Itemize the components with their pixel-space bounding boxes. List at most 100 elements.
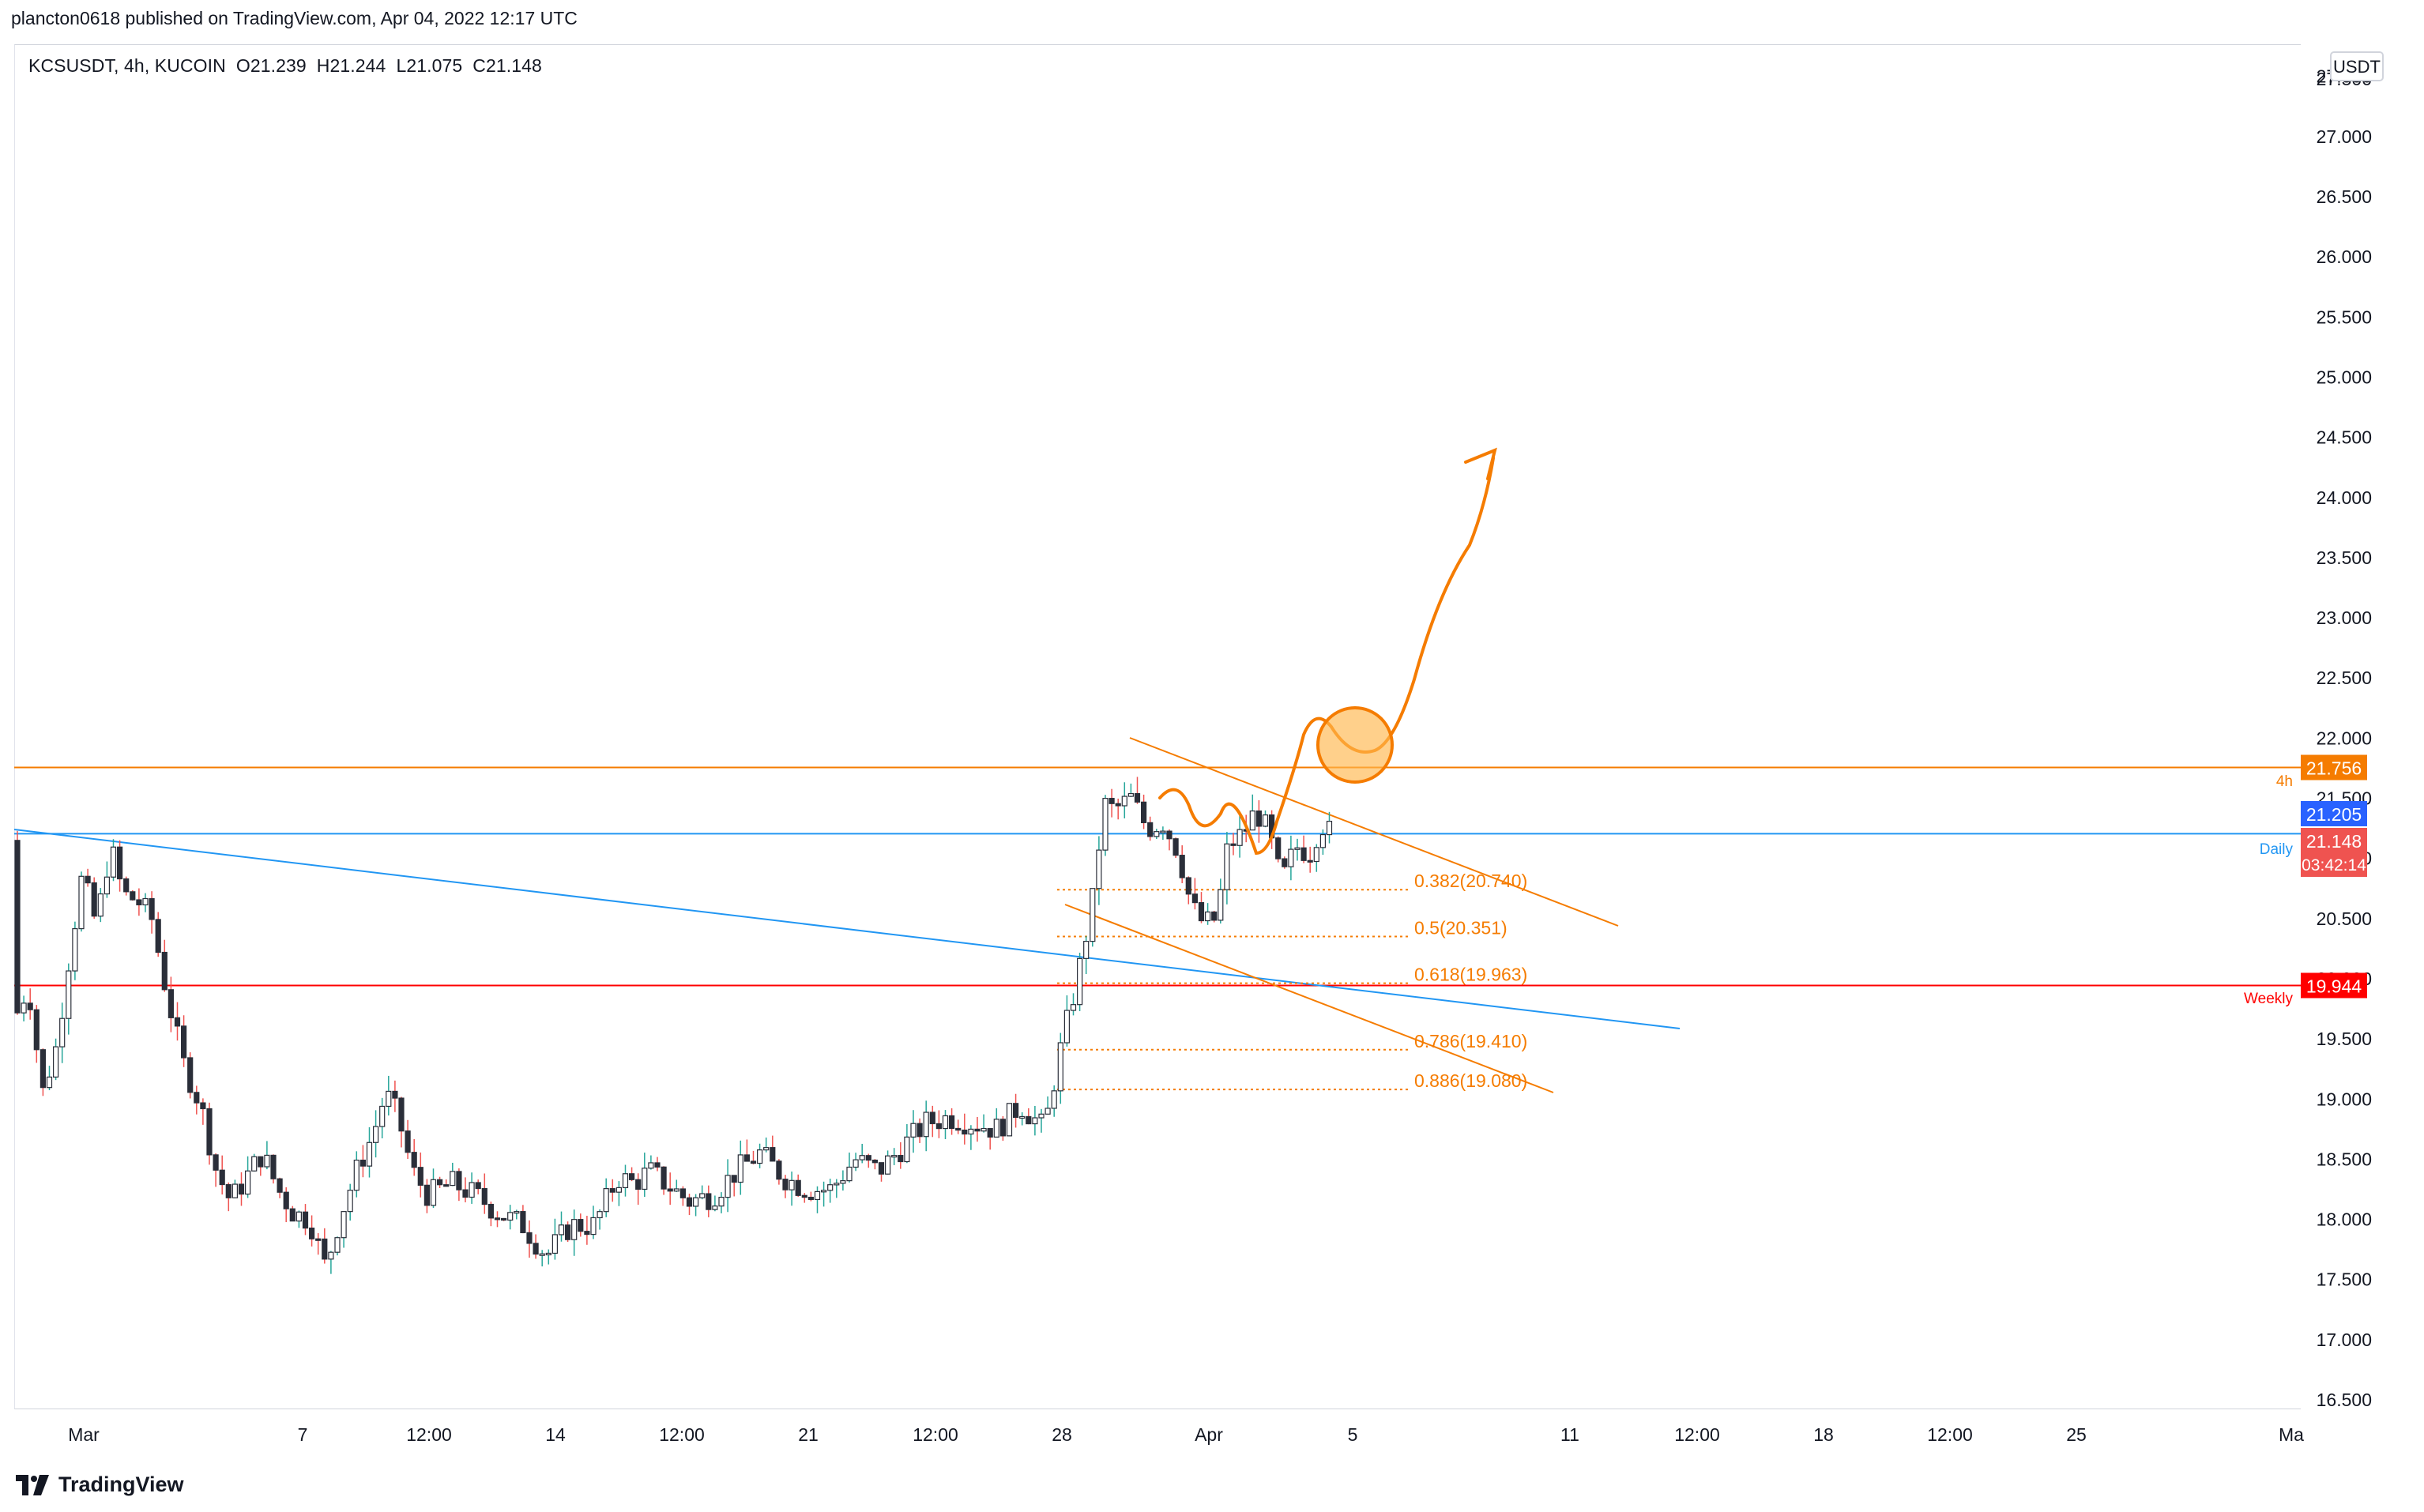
fib-level-label: 0.618(19.963) <box>1414 965 1527 985</box>
published-by-text: plancton0618 published on TradingView.co… <box>11 8 578 28</box>
candle-body <box>398 1097 405 1132</box>
y-tick-label: 19.500 <box>2317 1029 2372 1049</box>
candle-body <box>494 1217 501 1221</box>
candle-body <box>469 1182 475 1198</box>
candle-body <box>1288 848 1294 867</box>
candle-body <box>251 1156 258 1172</box>
x-tick-label: 14 <box>545 1424 566 1445</box>
candle-body <box>1127 792 1135 797</box>
candle-body <box>258 1156 264 1168</box>
candle-body <box>40 1049 47 1089</box>
candle-body <box>820 1190 827 1193</box>
candle-body <box>1147 822 1154 837</box>
candle-body <box>366 1142 373 1167</box>
tradingview-brand[interactable]: TradingView <box>16 1473 184 1497</box>
candle-body <box>46 1076 53 1089</box>
candle-body <box>174 1017 181 1027</box>
fib-level-label: 0.886(19.080) <box>1414 1070 1527 1091</box>
candle-body <box>1319 833 1327 848</box>
candle-body <box>514 1211 520 1214</box>
candle-body <box>622 1173 629 1189</box>
y-tick-label: 20.500 <box>2317 908 2372 929</box>
candle-body <box>1224 843 1230 890</box>
x-tick-label: Mar <box>68 1424 100 1445</box>
candle-body <box>737 1154 743 1183</box>
candle-body <box>245 1170 251 1195</box>
candle-body <box>392 1090 398 1099</box>
x-tick-label: 12:00 <box>659 1424 705 1445</box>
projection-arrowhead <box>1464 447 1497 480</box>
y-tick-label: 16.500 <box>2317 1390 2372 1410</box>
candle-body <box>1121 795 1127 807</box>
candle-body <box>194 1092 200 1104</box>
chart-pane[interactable] <box>14 44 2301 1409</box>
legend-open: O21.239 <box>235 55 307 76</box>
candle-body <box>149 897 155 920</box>
candle-body <box>264 1154 270 1168</box>
candle-body <box>104 876 110 895</box>
candle-body <box>789 1179 795 1190</box>
candle-body <box>1179 855 1185 878</box>
candle-body <box>270 1154 277 1179</box>
candle-body <box>238 1183 245 1195</box>
candle-body <box>21 1002 27 1014</box>
candle-body <box>898 1155 904 1163</box>
candle-body <box>456 1171 462 1190</box>
candle-body <box>853 1159 859 1168</box>
candle-body <box>891 1155 898 1158</box>
candle-body <box>725 1175 731 1198</box>
candle-body <box>283 1191 289 1209</box>
candle-body <box>968 1128 974 1135</box>
candle-body <box>974 1128 981 1132</box>
x-tick-label: 28 <box>1052 1424 1072 1445</box>
candle-body <box>935 1123 943 1130</box>
candle-body <box>411 1152 417 1168</box>
candle-body <box>130 891 136 901</box>
candle-body <box>181 1025 187 1059</box>
candle-body <box>948 1115 955 1130</box>
candle-body <box>923 1111 929 1138</box>
tradingview-logo-icon <box>16 1474 49 1495</box>
price-label-text: 19.944 <box>2306 976 2362 996</box>
candle-body <box>999 1119 1007 1137</box>
candle-body <box>475 1182 481 1190</box>
candle-body <box>910 1123 917 1138</box>
candle-body <box>1154 831 1160 837</box>
candle-body <box>1198 901 1205 922</box>
candle-body <box>590 1217 597 1236</box>
candle-body <box>295 1211 302 1222</box>
brand-name: TradingView <box>58 1473 184 1496</box>
candle-body <box>500 1217 507 1221</box>
candle-body <box>533 1243 539 1255</box>
candle-body <box>987 1127 993 1138</box>
candle-body <box>347 1190 353 1213</box>
candle-body <box>1063 1010 1071 1044</box>
candle-body <box>1108 798 1115 804</box>
candle-body <box>450 1171 456 1187</box>
candle-body <box>373 1126 379 1143</box>
candle-body <box>1218 889 1224 921</box>
candle-body <box>571 1219 578 1240</box>
candle-body <box>1255 811 1263 827</box>
candle-body <box>1236 829 1243 846</box>
candle-body <box>85 875 91 884</box>
candle-body <box>200 1102 206 1110</box>
y-tick-label: 18.000 <box>2317 1209 2372 1230</box>
level-name-label: Weekly <box>2244 991 2293 1007</box>
candle-body <box>1140 801 1147 824</box>
candle-body <box>955 1127 962 1131</box>
projection-path <box>1158 457 1495 856</box>
candle-body <box>1012 1103 1019 1119</box>
x-tick-label: 5 <box>1348 1424 1358 1445</box>
candle-body <box>648 1162 654 1169</box>
candle-body <box>615 1187 623 1193</box>
fib-level-label: 0.5(20.351) <box>1414 917 1507 938</box>
candle-body <box>1045 1108 1051 1115</box>
candle-body <box>578 1219 584 1232</box>
candle-body <box>642 1168 648 1190</box>
y-tick-label: 22.500 <box>2317 668 2372 688</box>
long-downtrend-line <box>13 829 1681 1029</box>
candle-body <box>27 1002 33 1010</box>
candle-body <box>1026 1115 1032 1125</box>
